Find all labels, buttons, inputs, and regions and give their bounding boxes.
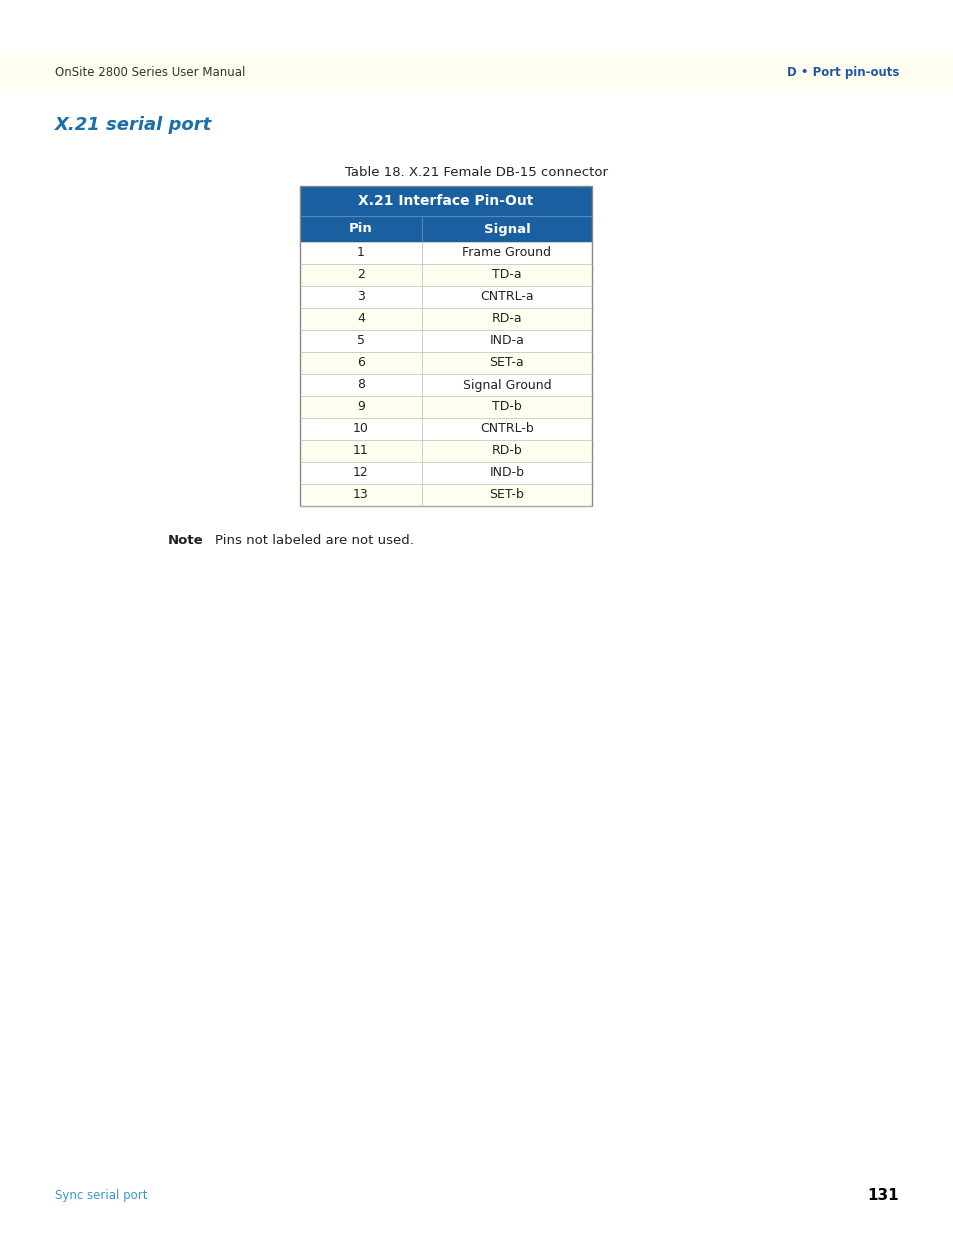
Text: SET-b: SET-b bbox=[489, 489, 524, 501]
Text: 11: 11 bbox=[353, 445, 369, 457]
Bar bbox=[299, 484, 592, 506]
Bar bbox=[299, 440, 592, 462]
Bar bbox=[299, 396, 592, 417]
Text: 2: 2 bbox=[356, 268, 365, 282]
Text: 12: 12 bbox=[353, 467, 369, 479]
Bar bbox=[299, 287, 592, 308]
Bar bbox=[0, 56, 953, 90]
Text: Table 18. X.21 Female DB-15 connector: Table 18. X.21 Female DB-15 connector bbox=[345, 165, 608, 179]
Text: 4: 4 bbox=[356, 312, 365, 326]
Text: RD-b: RD-b bbox=[491, 445, 522, 457]
Text: 8: 8 bbox=[356, 378, 365, 391]
Bar bbox=[299, 417, 592, 440]
Text: CNTRL-b: CNTRL-b bbox=[479, 422, 534, 436]
Text: 13: 13 bbox=[353, 489, 369, 501]
Text: Pins not labeled are not used.: Pins not labeled are not used. bbox=[214, 534, 414, 547]
Text: 10: 10 bbox=[353, 422, 369, 436]
Bar bbox=[299, 242, 592, 264]
Text: Note: Note bbox=[168, 534, 203, 547]
Bar bbox=[299, 330, 592, 352]
Text: Signal: Signal bbox=[483, 222, 530, 236]
Text: RD-a: RD-a bbox=[491, 312, 521, 326]
Bar bbox=[299, 264, 592, 287]
Text: TD-a: TD-a bbox=[492, 268, 521, 282]
Text: X.21 serial port: X.21 serial port bbox=[55, 116, 212, 135]
Text: D • Port pin-outs: D • Port pin-outs bbox=[786, 65, 898, 79]
Bar bbox=[299, 186, 592, 506]
Bar bbox=[299, 308, 592, 330]
Bar bbox=[299, 352, 592, 374]
Text: Sync serial port: Sync serial port bbox=[55, 1188, 148, 1202]
Text: 6: 6 bbox=[356, 357, 365, 369]
Text: 9: 9 bbox=[356, 400, 365, 414]
Text: CNTRL-a: CNTRL-a bbox=[479, 290, 534, 304]
Text: 1: 1 bbox=[356, 247, 365, 259]
Text: Signal Ground: Signal Ground bbox=[462, 378, 551, 391]
Text: 3: 3 bbox=[356, 290, 365, 304]
Text: SET-a: SET-a bbox=[489, 357, 524, 369]
Text: 5: 5 bbox=[356, 335, 365, 347]
Text: IND-b: IND-b bbox=[489, 467, 524, 479]
Bar bbox=[299, 186, 592, 216]
Bar bbox=[299, 216, 592, 242]
Bar bbox=[299, 374, 592, 396]
Text: 131: 131 bbox=[866, 1188, 898, 1203]
Text: OnSite 2800 Series User Manual: OnSite 2800 Series User Manual bbox=[55, 65, 245, 79]
Text: TD-b: TD-b bbox=[492, 400, 521, 414]
Bar bbox=[299, 462, 592, 484]
Text: Frame Ground: Frame Ground bbox=[462, 247, 551, 259]
Text: IND-a: IND-a bbox=[489, 335, 524, 347]
Text: Pin: Pin bbox=[349, 222, 373, 236]
Text: X.21 Interface Pin-Out: X.21 Interface Pin-Out bbox=[358, 194, 533, 207]
